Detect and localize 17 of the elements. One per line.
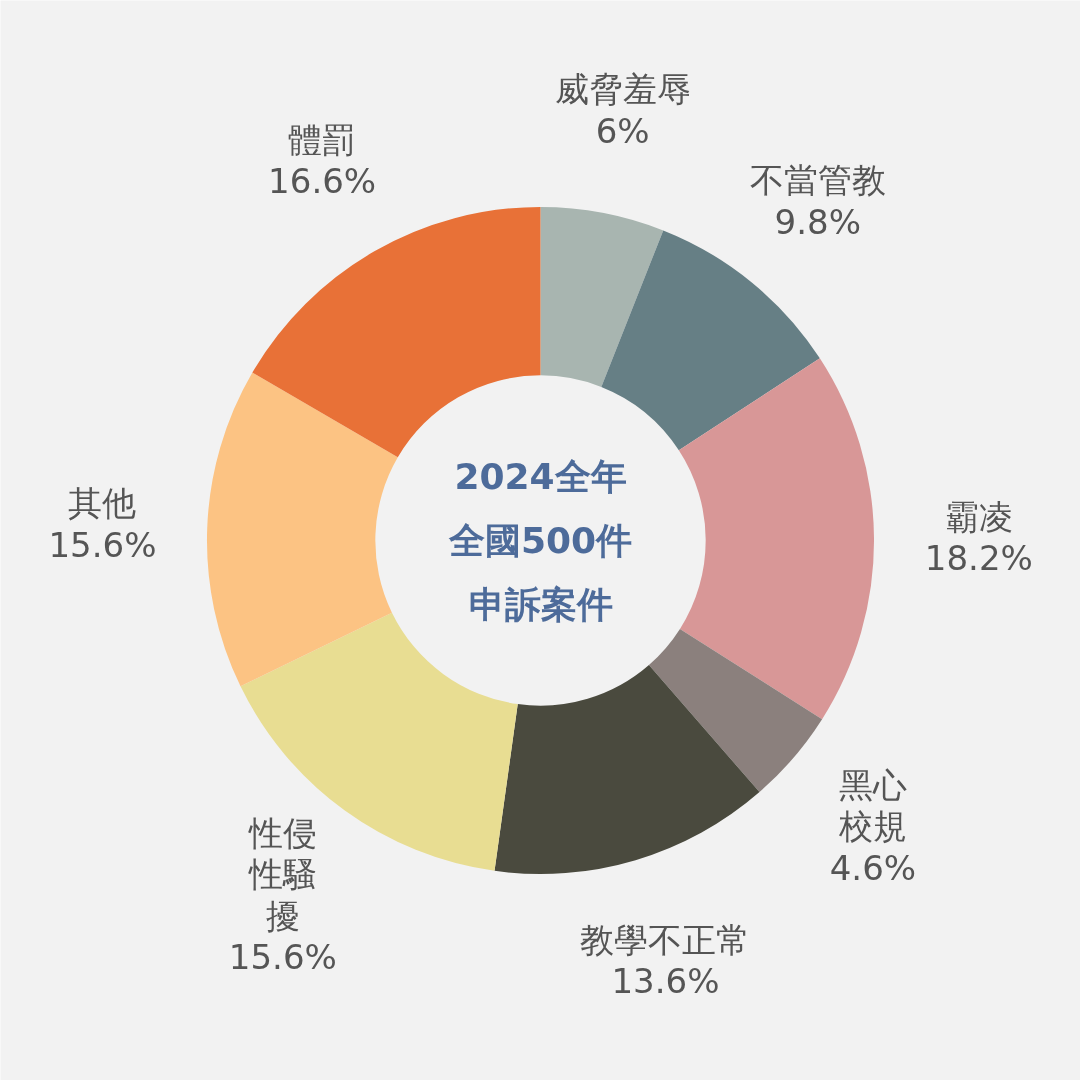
slice-label: 其他 [68,483,137,524]
data-label: 16.6% [268,161,377,202]
slice-label: 教學不正常 [580,920,751,961]
data-label: 6% [595,110,650,151]
data-label: 9.8% [774,201,861,242]
slice-label: 體罰 [288,119,357,160]
slice-label: 不當管教 [749,160,886,201]
slice-label: 霸凌 [944,497,1013,538]
data-label: 13.6% [611,961,720,1002]
data-label: 15.6% [48,524,157,565]
text: 2024全年全國500件申訴案件 [447,456,633,625]
data-label: 4.6% [829,847,917,888]
slice-label: 黑心校規 [837,764,907,847]
slice-label: 性侵性騷擾 [247,813,317,936]
slice-label: 威脅羞辱 [554,69,691,110]
data-label: 15.6% [228,937,337,978]
data-label: 18.2% [924,538,1033,579]
